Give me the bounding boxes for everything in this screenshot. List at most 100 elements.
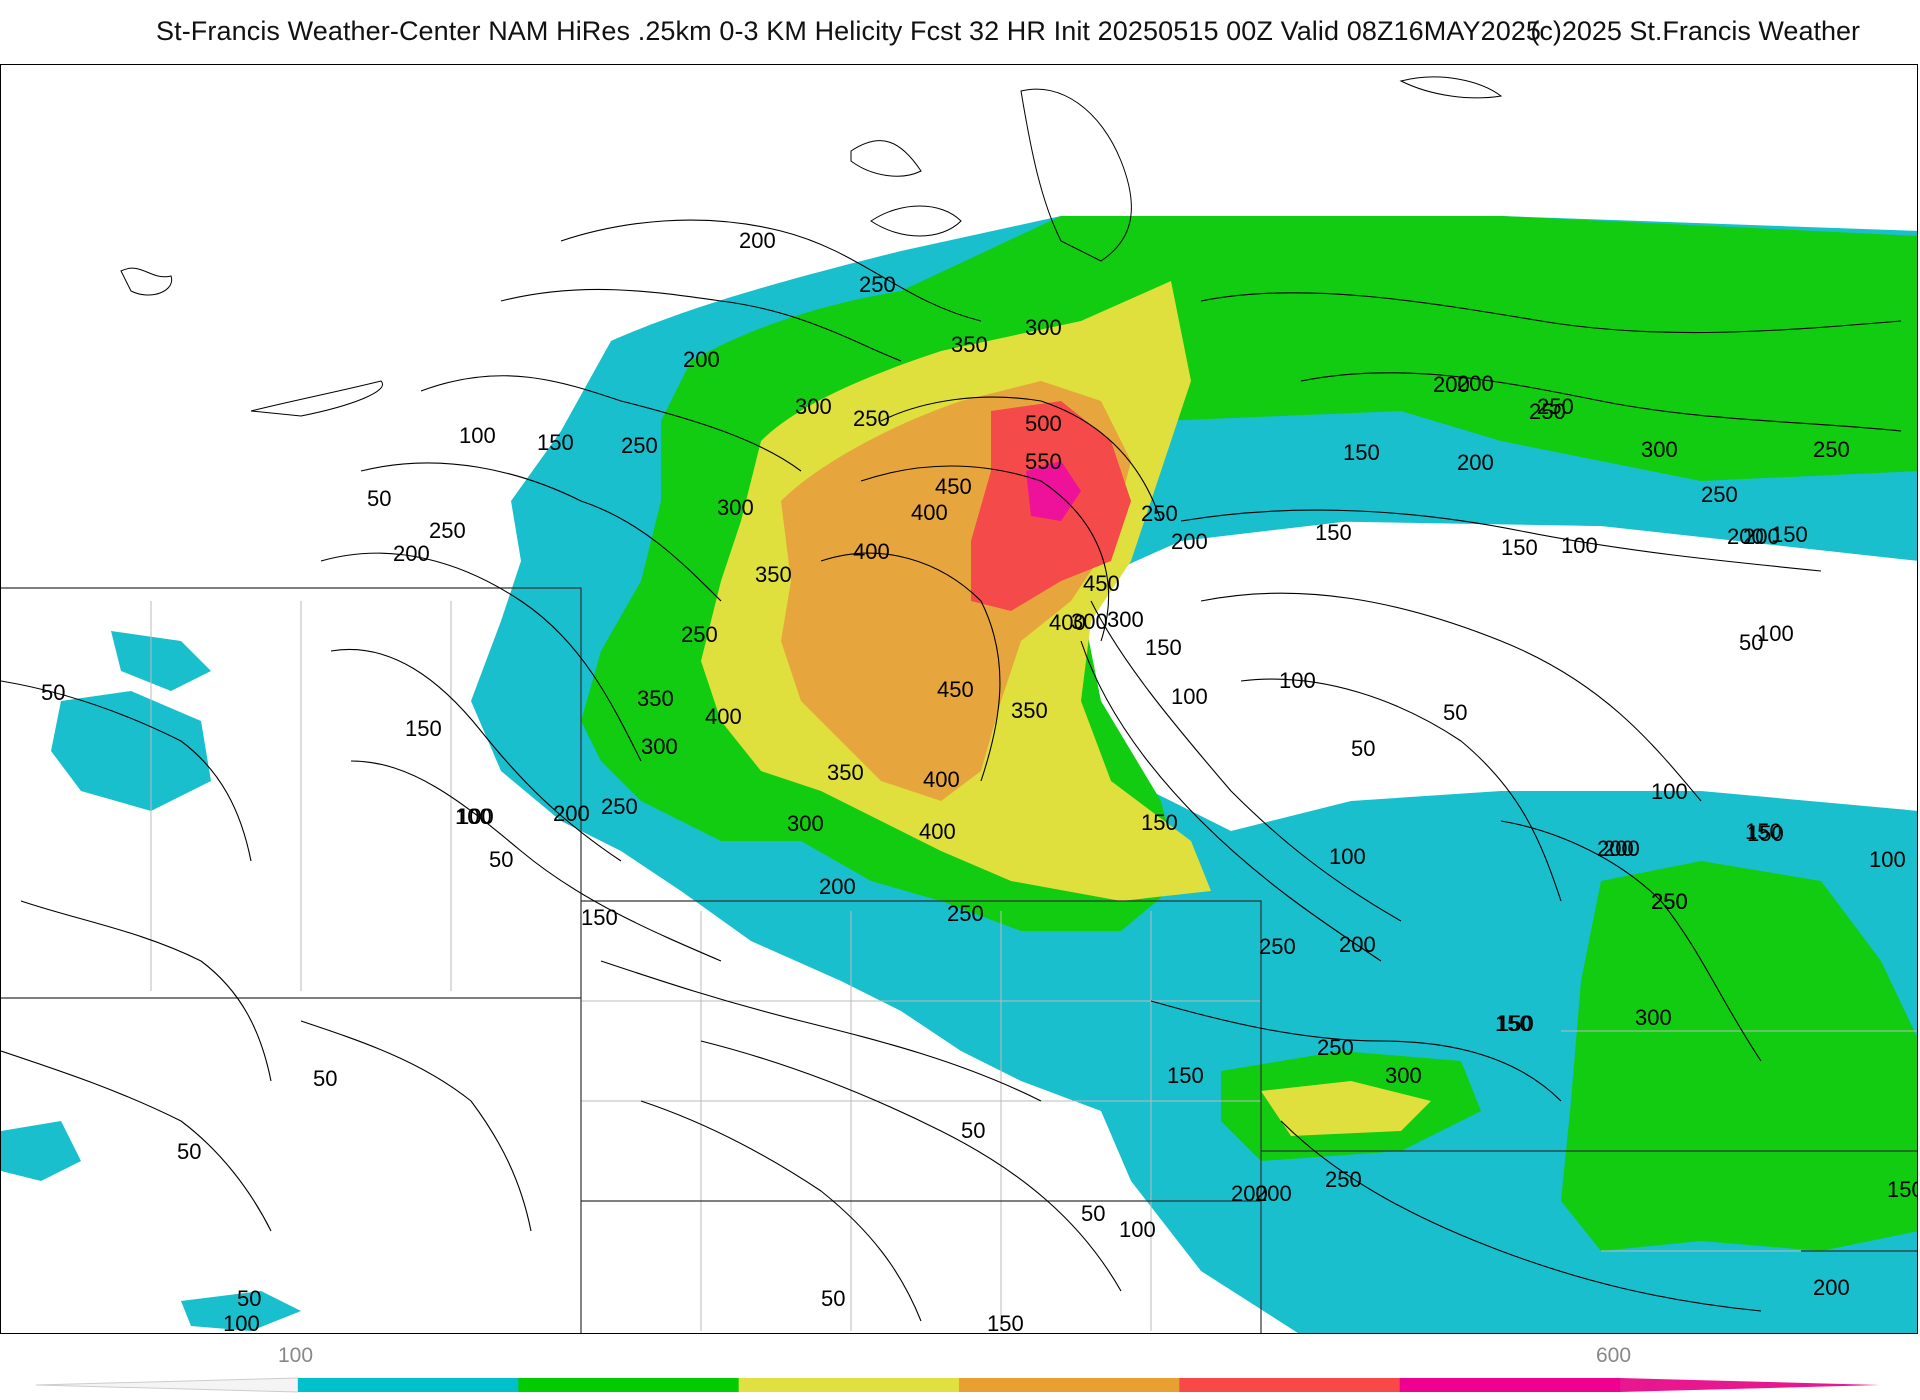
geographic-outlines: [120, 76, 1503, 417]
contour-label: 150: [1771, 522, 1808, 547]
band-600: [1026, 461, 1081, 521]
contour-label: 100: [1171, 684, 1208, 709]
band-150-west-2: [111, 631, 211, 691]
contour-label: 500: [1025, 411, 1062, 436]
contour-label: 250: [1141, 501, 1178, 526]
colorbar-max-label: 600: [1596, 1344, 1632, 1367]
contour-label: 50: [961, 1118, 985, 1143]
contour-label: 200: [739, 228, 776, 253]
map-header: St-Francis Weather-Center NAM HiRes .25k…: [0, 0, 1920, 64]
contour-label: 150: [1495, 1011, 1532, 1036]
contour-label: 400: [919, 819, 956, 844]
contour-label: 150: [1167, 1063, 1204, 1088]
contour-label: 150: [1887, 1177, 1918, 1202]
contour-label: 200: [553, 801, 590, 826]
colorbar-segment: [518, 1378, 740, 1392]
contour-label: 200: [1457, 371, 1494, 396]
contour-label: 50: [367, 486, 391, 511]
contour-label: 350: [1011, 698, 1048, 723]
contour-label: 50: [41, 680, 65, 705]
contour-label: 450: [937, 677, 974, 702]
contour-label: 150: [1745, 819, 1782, 844]
contour-label: 400: [911, 500, 948, 525]
contour-label: 350: [755, 562, 792, 587]
contour-label: 300: [795, 394, 832, 419]
contour-label: 250: [429, 518, 466, 543]
colorbar: 100 600: [0, 1334, 1920, 1400]
contour-label: 50: [177, 1139, 201, 1164]
contour-label: 150: [987, 1311, 1024, 1334]
contour-label: 400: [1049, 610, 1086, 635]
contour-label: 550: [1025, 449, 1062, 474]
contour-label: 200: [1255, 1181, 1292, 1206]
contour-label: 150: [1343, 440, 1380, 465]
contour-label: 250: [853, 406, 890, 431]
contour-label: 450: [1083, 571, 1120, 596]
contour-label: 150: [1501, 535, 1538, 560]
contour-label: 350: [951, 332, 988, 357]
contour-label: 100: [1119, 1217, 1156, 1242]
contour-label: 250: [1651, 889, 1688, 914]
contour-label: 50: [489, 847, 513, 872]
map-title: St-Francis Weather-Center NAM HiRes .25k…: [156, 16, 1542, 46]
contour-label: 200: [1743, 524, 1780, 549]
contour-label: 150: [1497, 1011, 1534, 1036]
contour-label: 250: [947, 901, 984, 926]
colorbar-segment: [1179, 1378, 1401, 1392]
contour-label: 50: [1351, 736, 1375, 761]
contour-label: 200: [1813, 1275, 1850, 1300]
contour-label: 200: [1171, 529, 1208, 554]
contour-label: 300: [1071, 609, 1108, 634]
contour-label: 50: [237, 1286, 261, 1311]
contour-label: 300: [1025, 315, 1062, 340]
contour-label-group: 200 250 350 300 200 300 250 250 100 150 …: [41, 228, 1918, 1334]
contour-label: 100: [1561, 533, 1598, 558]
contour-label: 250: [1259, 934, 1296, 959]
contour-label: 200: [1231, 1181, 1268, 1206]
contour-label: 350: [827, 760, 864, 785]
contour-label: 200: [1457, 450, 1494, 475]
contour-label: 200: [1433, 372, 1470, 397]
colorbar-segment: [298, 1378, 519, 1392]
contour-label: 200: [1339, 932, 1376, 957]
contour-label: 250: [601, 794, 638, 819]
band-250-southeast: [1561, 861, 1917, 1251]
contour-label: 250: [1529, 399, 1566, 424]
contour-label: 150: [537, 430, 574, 455]
colorbar-segment: [1399, 1378, 1621, 1392]
colorbar-graphic: [35, 1377, 1880, 1393]
contour-label: 150: [405, 716, 442, 741]
contour-label: 50: [1443, 700, 1467, 725]
contour-label: 150: [1315, 520, 1352, 545]
contour-label: 250: [1325, 1167, 1362, 1192]
contour-label: 250: [1537, 394, 1574, 419]
contour-label: 250: [859, 272, 896, 297]
contour-label: 200: [1727, 524, 1764, 549]
band-150-west-4: [181, 1291, 301, 1331]
colorbar-right-arrow: [1620, 1378, 1880, 1392]
band-150-west-3: [1, 1121, 81, 1181]
colorbar-left-arrow: [35, 1377, 299, 1393]
contour-label: 200: [393, 541, 430, 566]
colorbar-min-label: 100: [278, 1344, 314, 1367]
contour-label: 250: [1651, 889, 1688, 914]
contour-label: 300: [1641, 437, 1678, 462]
contour-label: 100: [455, 804, 492, 829]
contour-label: 50: [821, 1286, 845, 1311]
contour-label: 300: [1107, 607, 1144, 632]
contour-label: 50: [313, 1066, 337, 1091]
contour-label: 300: [1385, 1063, 1422, 1088]
contour-label: 200: [1603, 836, 1640, 861]
contour-label: 200: [819, 874, 856, 899]
contour-label: 250: [1701, 482, 1738, 507]
helicity-shading: [1, 216, 1917, 1333]
band-250-northeast-cleanup: [1161, 411, 1917, 561]
contour-label: 100: [1279, 668, 1316, 693]
contour-label: 250: [621, 433, 658, 458]
contour-label: 400: [923, 767, 960, 792]
contour-label: 450: [935, 474, 972, 499]
contour-label: 250: [681, 622, 718, 647]
contour-label: 100: [459, 423, 496, 448]
contour-label: 200: [1597, 836, 1634, 861]
state-lines: [1, 587, 1917, 1333]
